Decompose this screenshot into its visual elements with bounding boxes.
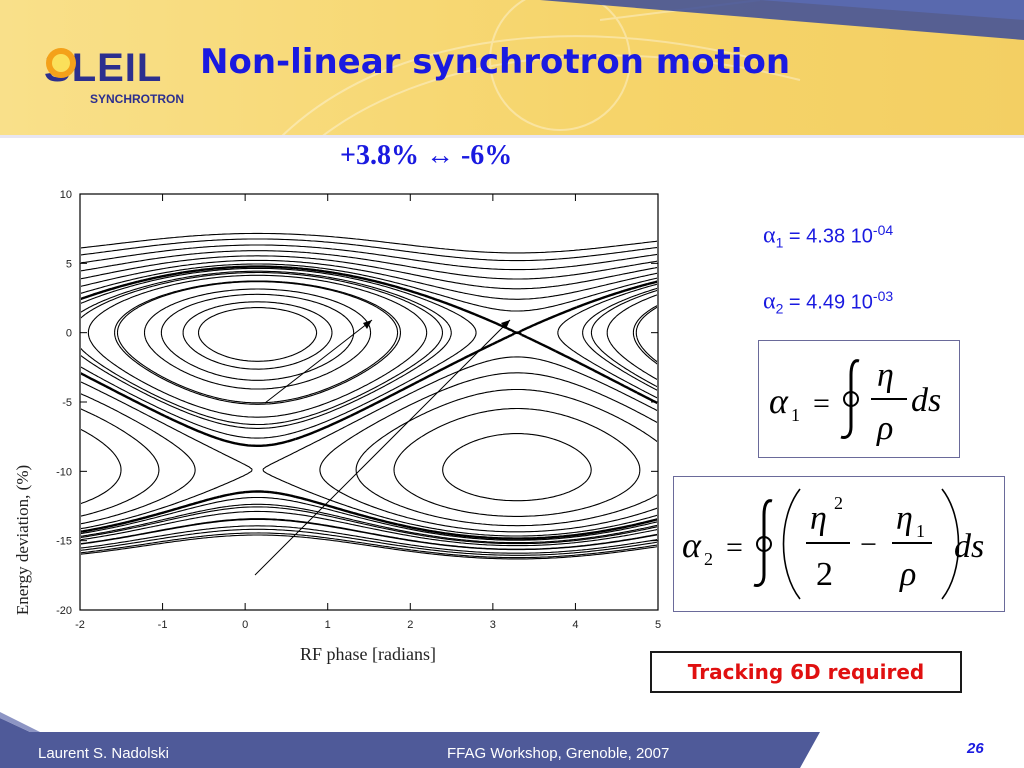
- f2-lhs: α: [682, 525, 702, 565]
- arrow-upper: [264, 319, 373, 404]
- trajectories: [81, 232, 657, 560]
- trajectory-curve: [81, 274, 657, 547]
- contour-integral-icon: [753, 499, 773, 587]
- x-axis-label: RF phase [radians]: [300, 644, 436, 664]
- alpha2-value: α2 = 4.49 10-03: [763, 288, 893, 317]
- trajectory-curve: [81, 270, 657, 544]
- tracking-note-box: Tracking 6D required: [650, 651, 962, 693]
- arrow-lower-head: [501, 320, 510, 329]
- f1-denominator: ρ: [876, 410, 893, 447]
- x-tick-label: 3: [490, 619, 496, 631]
- trajectory-curve: [81, 271, 657, 545]
- logo-subtitle: SYNCHROTRON: [90, 92, 185, 106]
- f2-num1-sup: 2: [834, 493, 843, 513]
- alpha2-formula-svg: α 2 = η 2 2 − η 1 ρ ds: [682, 488, 984, 600]
- f1-numerator: η: [877, 357, 894, 394]
- sun-icon: [46, 48, 76, 78]
- trajectory-curve: [81, 301, 657, 559]
- alpha1-formula-svg: α 1 = η ρ ds: [769, 357, 941, 447]
- arrow-upper-head: [363, 320, 372, 329]
- trajectory-curve: [81, 307, 657, 560]
- x-tick-label: 2: [407, 619, 413, 631]
- trajectory-curve: [81, 244, 657, 502]
- energy-acceptance-annotation: +3.8% ↔ -6%: [340, 140, 513, 171]
- alpha2-symbol: α: [763, 288, 776, 315]
- f2-lhs-sub: 2: [704, 549, 713, 569]
- logo-letters: LEIL: [71, 46, 163, 90]
- footer: Laurent S. Nadolski FFAG Workshop, Greno…: [0, 712, 1024, 768]
- trajectory-curve: [81, 280, 657, 550]
- separatrix-curve: [81, 265, 657, 540]
- y-tick-label: 5: [66, 258, 72, 270]
- f2-num2: η: [896, 500, 913, 537]
- f2-equals: =: [726, 531, 743, 564]
- soleil-logo: S LEIL SYNCHROTRON: [44, 46, 194, 116]
- y-tick-label: -15: [56, 536, 72, 548]
- y-tick-label: -5: [62, 397, 72, 409]
- contour-circle-icon: [843, 391, 859, 407]
- f2-num1: η: [810, 500, 827, 537]
- left-paren-icon: [782, 488, 801, 600]
- trajectory-curve: [81, 293, 657, 556]
- f2-den2: ρ: [899, 556, 916, 593]
- x-tick-label: 0: [242, 619, 248, 631]
- alpha2-exp: -03: [872, 288, 894, 304]
- y-axis-label: Energy deviation, (%): [13, 465, 32, 615]
- x-tick-label: 1: [325, 619, 331, 631]
- right-paren-icon: [941, 488, 960, 600]
- alpha1-symbol: α: [763, 222, 776, 249]
- f2-minus: −: [860, 528, 877, 561]
- footer-event: FFAG Workshop, Grenoble, 2007: [447, 745, 670, 762]
- contour-integral-icon: [840, 359, 860, 439]
- f1-lhs-sub: 1: [791, 405, 800, 425]
- alpha1-formula: α 1 = η ρ ds: [758, 340, 960, 458]
- footer-author: Laurent S. Nadolski: [38, 745, 169, 762]
- y-tick-label: -20: [56, 605, 72, 617]
- banner-background: [0, 0, 1024, 139]
- y-tick-label: 0: [66, 328, 72, 340]
- f1-equals: =: [813, 387, 830, 420]
- f2-num2-sub: 1: [916, 521, 925, 541]
- alpha2-sub: 2: [775, 300, 784, 317]
- alpha1-number: = 4.38 10: [783, 225, 873, 248]
- trajectory-curve: [81, 267, 657, 541]
- alpha1-sub: 1: [775, 234, 784, 251]
- x-tick-label: 5: [655, 619, 661, 631]
- x-tick-label: 4: [572, 619, 578, 631]
- alpha1-value: α1 = 4.38 10-04: [763, 222, 893, 251]
- trajectory-curve: [81, 263, 657, 537]
- trajectory-curve: [81, 250, 657, 517]
- alpha2-number: = 4.49 10: [783, 291, 873, 314]
- alpha2-formula: α 2 = η 2 2 − η 1 ρ ds: [673, 476, 1005, 612]
- slide-title: Non-linear synchrotron motion: [200, 42, 791, 82]
- contour-circle-icon: [756, 536, 772, 552]
- tracking-note: Tracking 6D required: [687, 660, 925, 684]
- trajectory-curve: [81, 238, 657, 262]
- f2-den1: 2: [816, 556, 833, 593]
- trajectory-curve: [81, 259, 657, 533]
- alpha1-exp: -04: [872, 222, 894, 238]
- f1-ds: ds: [911, 382, 941, 419]
- page-number: 26: [967, 740, 984, 757]
- arrow-lower: [254, 319, 511, 576]
- y-tick-label: -10: [56, 466, 72, 478]
- trajectory-curve: [81, 232, 657, 254]
- x-tick-label: -1: [158, 619, 168, 631]
- header-banner: S LEIL SYNCHROTRON Non-linear synchrotro…: [0, 0, 1024, 140]
- f1-lhs: α: [769, 381, 789, 421]
- footer-background: [0, 712, 820, 768]
- x-tick-label: -2: [75, 619, 85, 631]
- y-tick-label: 10: [60, 189, 72, 201]
- f2-ds: ds: [954, 528, 984, 565]
- annotation-arrows: [254, 319, 511, 576]
